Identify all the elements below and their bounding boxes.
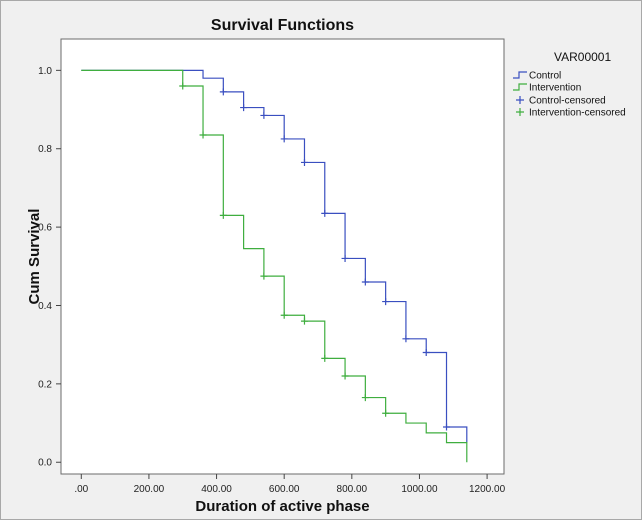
- legend-label: Intervention: [529, 83, 581, 94]
- y-tick-label: 0.6: [38, 223, 52, 234]
- intervention-censored-mark: [300, 317, 308, 325]
- axis-ticks: .00 200.00 400.00 600.00 800.00 1000.00 1200.0…: [38, 66, 506, 495]
- control-censored-mark: [321, 209, 329, 217]
- legend-swatch-control-censored: [516, 96, 524, 104]
- plot-area: [60, 38, 505, 475]
- x-tick-label: .00: [74, 484, 88, 495]
- intervention-censored-mark: [341, 372, 349, 380]
- legend-swatch-intervention-censored: [516, 108, 524, 116]
- control-censored-mark: [402, 335, 410, 343]
- x-tick-label: 1000.00: [401, 484, 438, 495]
- y-tick-label: 0.4: [38, 301, 52, 312]
- legend-swatch-intervention: [513, 83, 527, 91]
- intervention-survival-line: [81, 69, 468, 463]
- control-censored-mark: [443, 423, 451, 431]
- control-censored-mark: [280, 135, 288, 143]
- intervention-censored-mark: [280, 311, 288, 319]
- x-tick-label: 800.00: [337, 484, 368, 495]
- y-tick-label: 1.0: [38, 66, 52, 77]
- x-tick-label: 600.00: [269, 484, 300, 495]
- control-censored-mark: [361, 278, 369, 286]
- legend-label: Control-censored: [529, 96, 606, 107]
- control-censored-mark: [341, 254, 349, 262]
- chart-title: Survival Functions: [211, 17, 354, 34]
- x-tick-label: 1200.00: [469, 484, 506, 495]
- control-censored-mark: [219, 88, 227, 96]
- y-axis-title: Cum Survival: [26, 209, 43, 305]
- series-layer: [81, 69, 468, 463]
- y-tick-label: 0.0: [38, 458, 52, 469]
- intervention-censored-mark: [199, 131, 207, 139]
- x-tick-label: 200.00: [134, 484, 165, 495]
- control-censored-mark: [240, 104, 248, 112]
- legend-label: Control: [529, 71, 561, 82]
- intervention-censored-mark: [361, 394, 369, 402]
- intervention-censored-mark: [260, 272, 268, 280]
- intervention-censored-mark: [321, 354, 329, 362]
- intervention-censored-mark: [179, 82, 187, 90]
- legend-title: VAR00001: [554, 50, 611, 64]
- x-axis-title: Duration of active phase: [195, 498, 369, 515]
- y-tick-label: 0.2: [38, 379, 52, 390]
- x-tick-label: 400.00: [201, 484, 232, 495]
- control-censored-mark: [300, 158, 308, 166]
- control-censored-mark: [382, 298, 390, 306]
- control-censored-mark: [260, 111, 268, 119]
- control-censored-mark: [422, 349, 430, 357]
- intervention-censored-mark: [219, 211, 227, 219]
- y-tick-label: 0.8: [38, 144, 52, 155]
- legend-label: Intervention-censored: [529, 108, 626, 119]
- legend-swatch-control: [513, 71, 527, 79]
- intervention-censored-mark: [382, 409, 390, 417]
